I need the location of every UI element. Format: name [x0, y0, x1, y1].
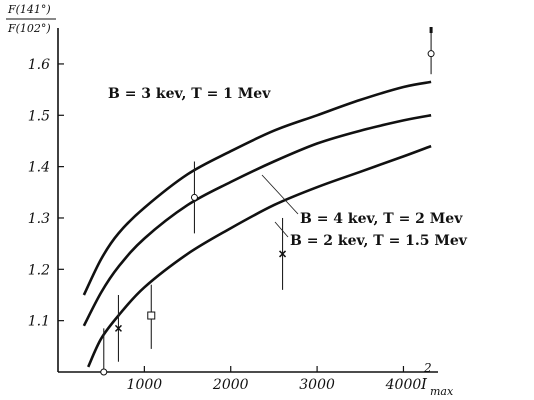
y-tick-label: 1.1	[28, 314, 50, 330]
series-label-pointer	[261, 174, 299, 215]
measurement-points	[100, 27, 435, 376]
data-point-cross	[279, 250, 287, 258]
series-curve-b3-t1	[82, 80, 432, 296]
x-axis-label: 2 I max	[420, 361, 454, 398]
x-tick-label: 4000	[385, 377, 422, 393]
error-bar-cap	[429, 27, 433, 33]
y-axis-label: F(141°) F(102°)	[6, 3, 56, 35]
x-axis-label-symbol: I	[420, 375, 428, 393]
series-label-pointer	[274, 221, 289, 238]
data-point-circle	[190, 193, 198, 201]
series-label: B = 2 kev, T = 1.5 Mev	[290, 233, 468, 249]
y-tick-label: 1.3	[28, 211, 50, 227]
y-axis-label-denominator: F(102°)	[7, 22, 51, 35]
x-tick-label: 1000	[127, 377, 163, 393]
x-tick-label: 3000	[299, 377, 335, 393]
data-point-cross	[114, 324, 122, 332]
data-point-circle	[100, 368, 108, 376]
series-labels: B = 3 kev, T = 1 Mev B = 4 kev, T = 2 Mev…	[108, 86, 468, 249]
y-tick-label: 1.4	[28, 160, 50, 176]
series-curves	[82, 80, 432, 368]
y-tick-label: 1.5	[28, 108, 50, 124]
ticks: 1000 2000 3000 4000 1.1 1.2 1.3 1.4 1.5 1.6	[28, 57, 422, 393]
y-axis-label-numerator: F(141°)	[7, 3, 51, 16]
x-axis-label-subscript: max	[430, 385, 454, 398]
series-label: B = 4 kev, T = 2 Mev	[300, 211, 463, 227]
series-label: B = 3 kev, T = 1 Mev	[108, 86, 271, 102]
x-tick-label: 2000	[212, 377, 249, 393]
series-curve-b2-t1-5	[87, 144, 432, 368]
y-tick-label: 1.2	[28, 262, 50, 278]
series-curve-b4-t2	[82, 114, 432, 327]
y-tick-label: 1.6	[28, 57, 50, 73]
data-point-circle	[427, 50, 435, 58]
data-point-square	[147, 311, 156, 320]
x-axis-label-superscript: 2	[423, 361, 432, 375]
